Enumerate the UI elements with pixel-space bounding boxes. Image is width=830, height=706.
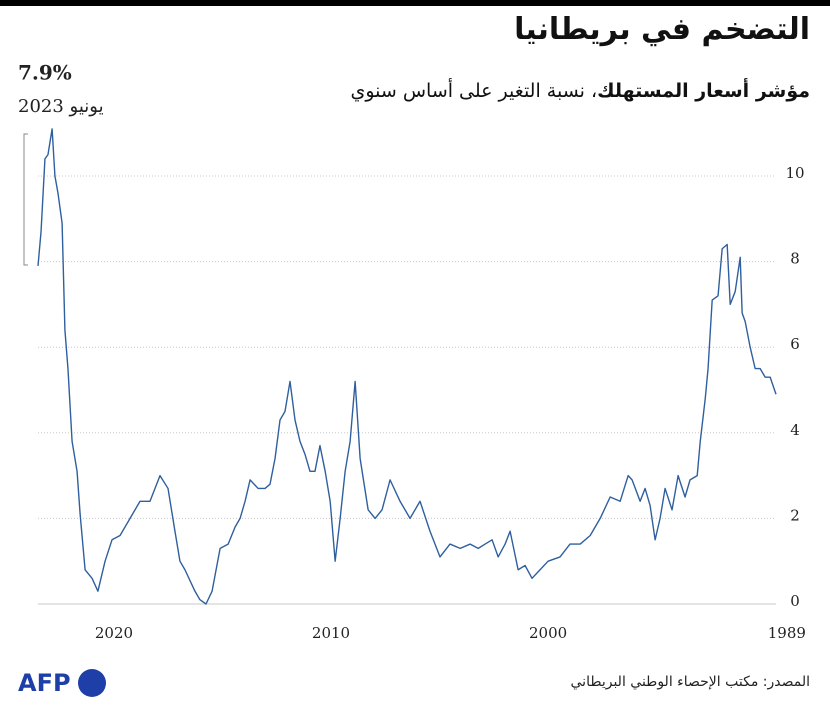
y-tick-label: 6 <box>790 335 800 353</box>
annotation-value: 7.9% <box>18 61 72 85</box>
subtitle: مؤشر أسعار المستهلك، نسبة التغير على أسا… <box>350 80 810 102</box>
y-tick-label: 2 <box>790 506 800 524</box>
logo-dot <box>78 669 106 697</box>
logo: AFP <box>18 669 71 697</box>
y-tick-label: 10 <box>785 164 804 182</box>
subtitle-bold: مؤشر أسعار المستهلك <box>597 80 810 102</box>
x-tick-label: 2010 <box>312 624 350 642</box>
source: المصدر: مكتب الإحصاء الوطني البريطاني <box>570 674 810 690</box>
annotation-bracket <box>23 133 28 266</box>
x-tick-label: 2020 <box>95 624 133 642</box>
series-line <box>37 128 777 605</box>
subtitle-rest: ، نسبة التغير على أساس سنوي <box>350 80 598 102</box>
x-tick-label: 1989 <box>768 624 806 642</box>
y-tick-label: 0 <box>790 592 800 610</box>
title: التضخم في بريطانيا <box>514 12 810 47</box>
y-tick-label: 8 <box>790 250 800 268</box>
y-tick-label: 4 <box>790 421 800 439</box>
x-tick-label: 2000 <box>529 624 567 642</box>
annotation-date: يونيو 2023 <box>18 96 104 117</box>
top-bar <box>0 0 830 6</box>
